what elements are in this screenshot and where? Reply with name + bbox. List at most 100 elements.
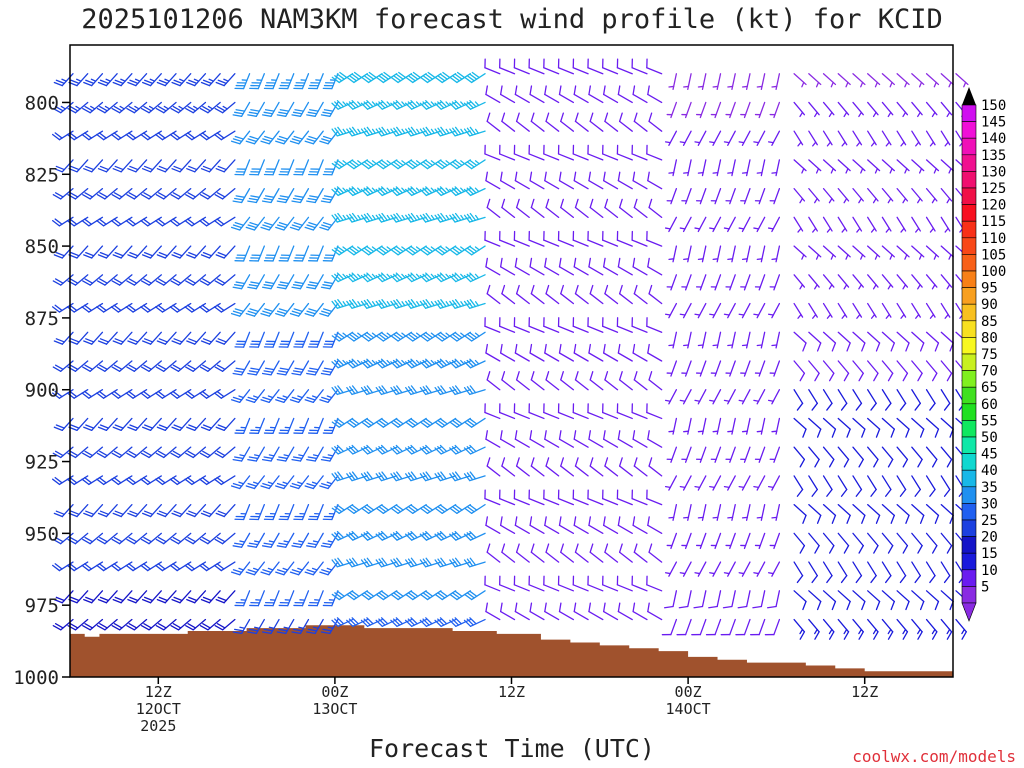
wind-barb-flag (485, 343, 488, 354)
wind-barb (249, 417, 265, 434)
wind-barb-shaft (499, 239, 516, 247)
wind-barb-flag (202, 364, 211, 371)
wind-barb-flag (215, 254, 225, 259)
wind-barbs-layer (51, 58, 969, 640)
wind-barb (234, 331, 251, 348)
wind-barb (911, 216, 921, 233)
wind-barb-half-flag (797, 227, 802, 233)
wind-barb-flag (929, 575, 936, 584)
wind-barb (867, 532, 879, 554)
wind-barb-flag (618, 371, 623, 381)
wind-barb (331, 245, 354, 256)
wind-barb-flag (873, 631, 879, 640)
wind-barb-shaft (617, 352, 633, 362)
wind-barb-flag (157, 364, 167, 371)
wind-barb (602, 58, 619, 75)
wind-barb-flag (454, 186, 462, 194)
wind-barb-flag (82, 194, 91, 200)
wind-barb-half-flag (801, 167, 805, 174)
wind-barb-half-flag (342, 214, 347, 221)
wind-barb-half-flag (741, 171, 748, 174)
wind-barb-flag (112, 340, 122, 345)
wind-barb (754, 360, 766, 377)
wind-barb (754, 101, 766, 119)
wind-barb-flag (529, 257, 533, 268)
wind-barb-shaft (793, 389, 804, 404)
wind-barb-flag (463, 128, 471, 137)
wind-barb-flag (321, 482, 331, 487)
wind-barb-flag (375, 76, 384, 84)
wind-barb-flag (275, 312, 285, 317)
wind-barb-flag (393, 75, 402, 82)
wind-barb-flag (83, 340, 93, 345)
wind-barb-half-flag (771, 171, 778, 174)
wind-barb-flag (216, 132, 225, 139)
wind-barb-flag (82, 624, 91, 631)
wind-barb-flag (589, 543, 594, 553)
wind-barb-half-flag (694, 399, 701, 402)
wind-barb-flag (802, 342, 807, 352)
wind-barb (249, 331, 265, 348)
wind-barb-half-flag (445, 332, 451, 337)
wind-barb-flag (172, 563, 181, 570)
wind-barb-flag (410, 126, 418, 135)
wind-barb-flag (276, 458, 287, 462)
wind-barb-half-flag (683, 85, 690, 88)
wind-barb-flag (331, 335, 340, 342)
wind-barb (940, 101, 953, 118)
wind-barb (319, 130, 339, 145)
wind-barb-flag (573, 430, 577, 440)
wind-barb-shaft (587, 153, 604, 161)
wind-barb-flag (186, 132, 196, 139)
wind-barb (186, 590, 207, 604)
wind-barb-flag (905, 600, 910, 611)
wind-barb-flag (905, 342, 910, 352)
wind-barb-flag (573, 85, 577, 96)
wind-barb-flag (331, 619, 339, 627)
wind-barb-half-flag (738, 227, 745, 230)
wind-barb-flag (393, 386, 400, 395)
wind-barb-half-flag (298, 454, 305, 457)
wind-barb-flag (261, 286, 272, 290)
wind-barb-half-flag (723, 572, 730, 575)
wind-barb (572, 575, 589, 592)
x-tick-label: 00Z (321, 683, 348, 701)
wind-barb (710, 101, 722, 119)
wind-barb-shaft (925, 417, 940, 430)
wind-barb-flag (185, 538, 194, 545)
wind-barb-shaft (513, 411, 530, 420)
wind-barb-flag (407, 101, 416, 109)
wind-barb-shaft (486, 551, 501, 563)
wind-barb-shaft (484, 584, 501, 592)
wind-barb-flag (230, 485, 241, 490)
wind-barb (557, 58, 575, 75)
wind-barb-shaft (558, 438, 575, 448)
wind-barb-shaft (632, 610, 648, 621)
wind-barb (709, 130, 722, 146)
wind-barb (558, 257, 575, 276)
wind-barb (96, 389, 118, 399)
wind-barb-shaft (484, 411, 501, 420)
wind-barb (712, 331, 722, 349)
wind-barb-flag (905, 428, 910, 438)
wind-barb-flag (54, 450, 64, 457)
wind-barb-flag (125, 478, 134, 486)
wind-barb-flag (381, 212, 388, 221)
wind-barb-flag (395, 444, 404, 453)
wind-barb (170, 187, 192, 200)
wind-barb (247, 618, 265, 635)
wind-barb-flag (66, 392, 75, 399)
wind-barb-flag (230, 140, 241, 145)
wind-barb-flag (437, 592, 446, 599)
wind-barb-flag (128, 563, 137, 570)
wind-barb-shaft (852, 590, 866, 603)
wind-barb (484, 575, 501, 592)
wind-barb-flag (454, 418, 463, 425)
wind-barb-half-flag (357, 160, 363, 165)
wind-barb (405, 471, 427, 482)
wind-barb (331, 471, 354, 482)
wind-barb-flag (351, 385, 359, 394)
wind-barb (837, 389, 848, 411)
colorbar-label: 70 (981, 364, 998, 380)
wind-barb (602, 489, 619, 506)
